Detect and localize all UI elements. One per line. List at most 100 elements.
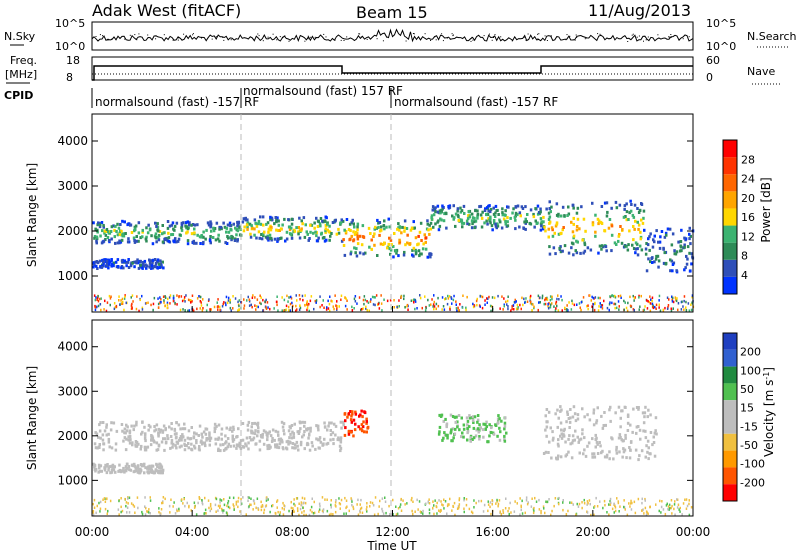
velocity-cell	[240, 497, 242, 501]
velocity-cell	[646, 439, 650, 443]
power-cell	[639, 237, 642, 241]
velocity-cell	[123, 431, 126, 435]
power-cell	[671, 300, 674, 303]
velocity-cell	[240, 502, 243, 505]
velocity-cell	[593, 513, 595, 517]
velocity-cell	[678, 508, 680, 511]
power-cell	[151, 258, 155, 262]
power-cell	[133, 240, 137, 244]
velocity-cell	[637, 406, 640, 409]
power-cell	[551, 295, 553, 299]
velocity-cell	[458, 503, 461, 506]
power-cell	[463, 212, 466, 215]
velocity-cell	[296, 444, 299, 448]
power-cell	[554, 252, 557, 256]
velocity-cell	[143, 433, 147, 437]
velocity-cell	[247, 447, 250, 451]
power-cell	[382, 224, 386, 227]
power-cell	[650, 257, 653, 260]
power-cell	[156, 266, 159, 270]
power-cell	[290, 217, 294, 221]
velocity-cell	[566, 410, 569, 414]
velocity-cell	[489, 501, 492, 504]
velocity-cell	[614, 509, 617, 513]
power-cell	[137, 266, 141, 270]
velocity-cell	[542, 505, 545, 508]
velocity-cell	[180, 498, 183, 501]
power-cell	[99, 223, 102, 227]
noise-dot	[192, 34, 194, 36]
velocity-cell	[285, 440, 289, 444]
power-cell	[192, 239, 195, 243]
velocity-cell	[438, 499, 440, 502]
velocity-cbar-swatch	[723, 366, 737, 384]
power-cell	[211, 236, 215, 239]
velocity-cell	[599, 444, 602, 448]
power-cell	[682, 305, 684, 308]
power-cell	[251, 226, 254, 230]
velocity-cell	[669, 506, 671, 510]
velocity-cell	[670, 499, 673, 502]
velocity-cell	[475, 501, 477, 505]
velocity-cell	[330, 512, 332, 516]
velocity-cell	[326, 509, 329, 513]
velocity-cell	[644, 405, 647, 409]
velocity-cell	[161, 501, 163, 505]
power-cell	[452, 298, 455, 302]
velocity-cell	[441, 503, 443, 506]
velocity-cell	[197, 501, 199, 505]
velocity-cell	[153, 429, 156, 433]
velocity-cell	[155, 441, 159, 445]
power-cell	[328, 224, 331, 228]
power-cell	[362, 235, 366, 239]
velocity-cell	[369, 505, 371, 508]
velocity-cell	[659, 499, 661, 503]
power-cell	[647, 300, 649, 303]
power-cell	[353, 297, 356, 301]
power-cell	[434, 206, 437, 210]
power-cell	[442, 305, 445, 308]
power-cell	[618, 203, 622, 207]
power-cell	[641, 221, 645, 225]
power-cell	[96, 296, 99, 300]
velocity-cell	[339, 507, 341, 510]
power-cell	[435, 302, 438, 306]
power-cell	[615, 243, 618, 246]
velocity-cell	[145, 506, 147, 510]
power-cell	[650, 298, 652, 301]
power-cell	[393, 232, 396, 235]
power-cell	[195, 241, 198, 245]
power-cell	[350, 221, 353, 225]
noise-dot	[657, 34, 659, 36]
velocity-cbar-tick: -200	[740, 476, 765, 489]
power-cell	[321, 236, 325, 240]
power-cell	[253, 233, 256, 237]
velocity-cell	[283, 508, 285, 511]
power-cell	[347, 228, 351, 231]
velocity-cell	[350, 497, 352, 500]
velocity-cell	[471, 511, 474, 515]
velocity-cell	[679, 506, 681, 510]
power-cell	[688, 232, 691, 236]
power-cell	[110, 295, 112, 298]
power-cell	[594, 230, 597, 234]
power-cell	[683, 236, 686, 240]
velocity-cell	[494, 423, 497, 427]
power-cell	[287, 218, 290, 222]
velocity-cell	[128, 431, 132, 435]
velocity-cell	[122, 439, 125, 443]
power-cell	[637, 227, 640, 231]
velocity-cell	[371, 501, 374, 505]
power-cell	[468, 215, 471, 219]
power-cell	[444, 211, 448, 215]
power-cell	[353, 246, 356, 250]
power-cell	[262, 232, 265, 236]
power-cell	[110, 259, 113, 263]
velocity-cell	[299, 427, 302, 431]
velocity-cell	[445, 433, 448, 437]
velocity-cell	[185, 444, 188, 448]
velocity-cell	[560, 432, 563, 436]
velocity-cell	[313, 511, 316, 515]
power-cell	[240, 300, 242, 304]
